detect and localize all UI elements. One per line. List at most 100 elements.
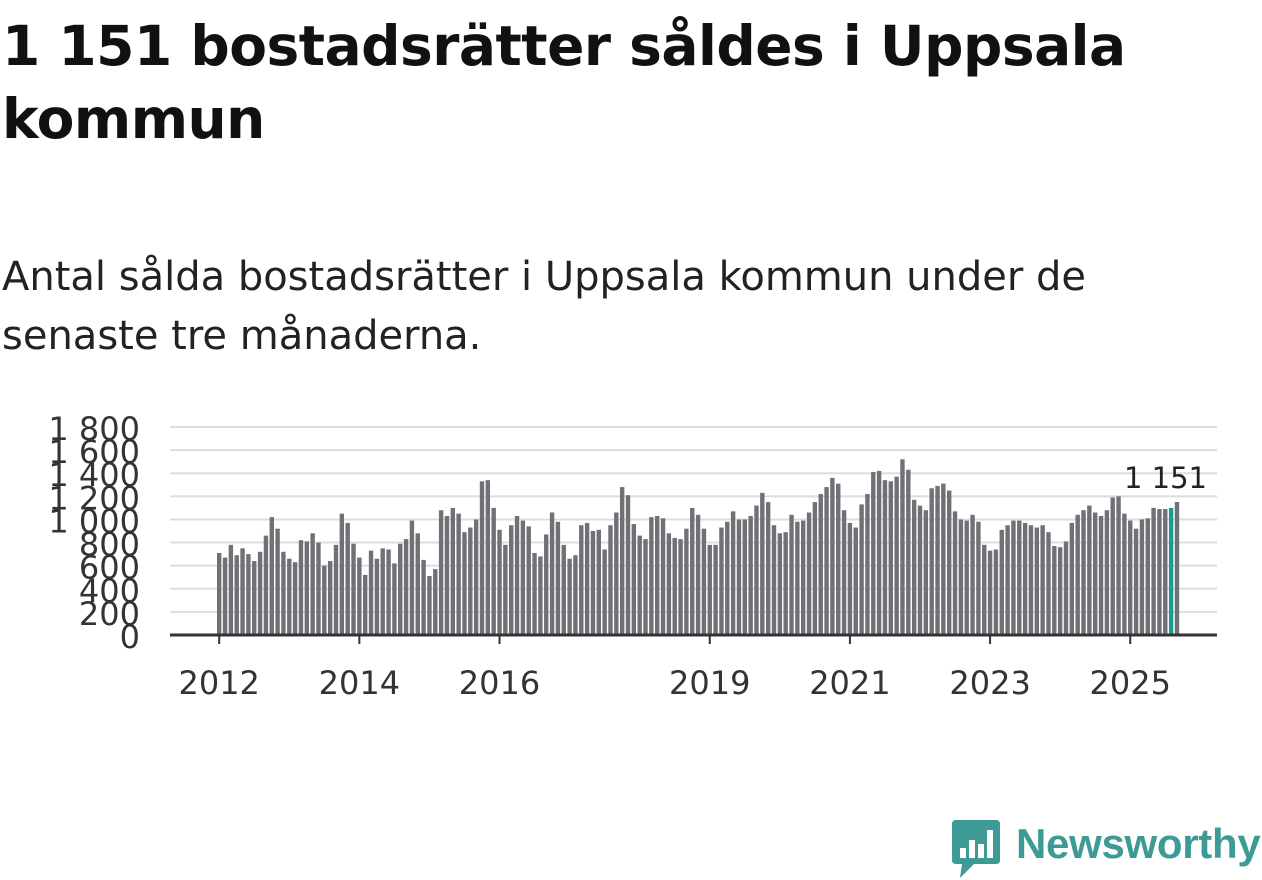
x-tick-label: 2023: [949, 664, 1030, 702]
bar: [392, 563, 397, 635]
x-tick-label: 2025: [1090, 664, 1171, 702]
bar: [707, 544, 712, 635]
bar: [649, 517, 654, 635]
bar: [952, 511, 958, 635]
bar: [1163, 509, 1168, 635]
y-tick-label: 1 000: [48, 502, 140, 540]
bar: [859, 504, 864, 635]
bar: [1151, 507, 1156, 635]
bar: [993, 549, 999, 635]
bar: [316, 542, 321, 635]
bar: [228, 544, 234, 635]
bar: [1087, 505, 1092, 635]
y-tick-label: 200: [79, 595, 140, 633]
bar: [263, 535, 269, 635]
bar: [631, 524, 637, 635]
bar: [964, 520, 969, 635]
bar-highlight: [1168, 507, 1174, 635]
bar: [678, 539, 683, 635]
bar: [596, 529, 601, 635]
page-subtitle: Antal sålda bostadsrätter i Uppsala komm…: [2, 254, 1087, 359]
bar: [655, 515, 660, 635]
bar: [970, 514, 975, 635]
bar: [1069, 522, 1075, 635]
bar: [713, 544, 718, 635]
y-tick-label: 1 600: [48, 433, 140, 471]
bar: [847, 522, 853, 635]
bar: [1116, 496, 1121, 635]
bar: [526, 526, 531, 635]
bar: [579, 525, 584, 635]
y-tick-label: 400: [79, 572, 140, 610]
bar: [982, 544, 987, 635]
bar: [853, 527, 858, 635]
bar: [865, 494, 870, 635]
bar: [976, 521, 981, 635]
bar: [257, 551, 263, 635]
bar: [380, 548, 385, 635]
bar: [911, 499, 917, 635]
bar: [298, 540, 304, 635]
bar: [503, 544, 508, 635]
bar: [544, 534, 549, 635]
bar: [637, 535, 642, 635]
bar: [1063, 541, 1069, 635]
bar: [795, 521, 800, 635]
bar: [666, 533, 672, 635]
bar: [333, 544, 339, 635]
bar: [1052, 546, 1057, 635]
bar: [351, 543, 356, 635]
bar: [882, 480, 888, 635]
bar: [433, 569, 438, 635]
bar: [1157, 509, 1162, 635]
bar: [824, 487, 829, 635]
bar: [806, 512, 812, 635]
bar: [923, 510, 929, 635]
bar: [777, 533, 783, 635]
bar: [549, 512, 555, 635]
bar: [1034, 527, 1039, 635]
bar: [894, 476, 899, 635]
page-title: 1 151 bostadsrätter såldes i Uppsala kom…: [2, 14, 1126, 151]
bar: [1028, 525, 1034, 635]
bar: [760, 492, 765, 635]
bar: [450, 507, 455, 635]
bar: [1011, 520, 1016, 635]
bar: [754, 505, 759, 635]
bar: [327, 561, 333, 635]
bar: [783, 532, 788, 635]
bar: [841, 510, 847, 635]
x-axis-labels: 2012 2014 2016 2019 2021 2023 2025: [178, 635, 1171, 702]
bar: [1017, 520, 1022, 635]
brand-name: Newsworthy: [1016, 820, 1261, 867]
bar: [871, 472, 876, 635]
bar: [876, 470, 882, 635]
bar: [1145, 518, 1150, 635]
bar: [619, 487, 625, 635]
bar: [771, 525, 777, 635]
y-tick-label: 600: [79, 549, 140, 587]
bar: [643, 539, 648, 635]
bar: [514, 515, 520, 635]
bar: [958, 519, 964, 635]
bar: [730, 511, 736, 635]
bar: [438, 510, 444, 635]
x-tick-label: 2021: [809, 664, 890, 702]
bar: [281, 551, 286, 635]
brand-logo: Newsworthy: [950, 818, 1261, 880]
bar: [1081, 510, 1086, 635]
bar: [584, 522, 590, 635]
bar: [999, 529, 1004, 635]
bar: [322, 565, 327, 635]
bar: [1139, 519, 1145, 635]
bar: [573, 555, 578, 635]
bar: [538, 556, 543, 635]
bar: [690, 507, 695, 635]
newsworthy-logo-icon: [952, 820, 1000, 878]
bar: [398, 543, 403, 635]
bar: [765, 502, 771, 635]
bar: [374, 558, 380, 635]
bar: [941, 483, 946, 635]
bar: [386, 549, 391, 635]
